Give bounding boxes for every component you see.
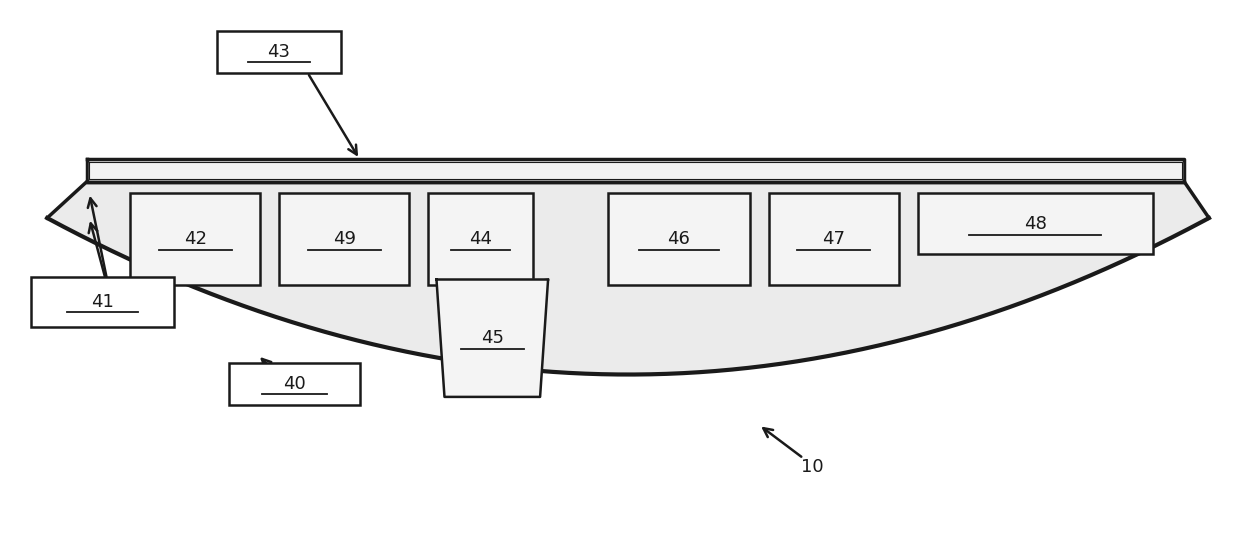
Bar xyxy=(608,193,750,285)
Text: 44: 44 xyxy=(469,230,492,248)
Bar xyxy=(31,277,174,327)
Text: 48: 48 xyxy=(1024,215,1047,233)
Text: 42: 42 xyxy=(184,230,207,248)
Bar xyxy=(130,193,260,285)
Bar xyxy=(428,193,533,285)
Text: 10: 10 xyxy=(801,458,823,476)
Text: 40: 40 xyxy=(283,375,306,394)
Text: 43: 43 xyxy=(268,42,290,61)
Text: 47: 47 xyxy=(822,230,846,248)
Bar xyxy=(918,193,1153,254)
Bar xyxy=(229,363,360,405)
Bar xyxy=(279,193,409,285)
Bar xyxy=(217,31,341,73)
Text: 41: 41 xyxy=(91,293,114,311)
Text: 45: 45 xyxy=(481,329,503,347)
Bar xyxy=(769,193,899,285)
Polygon shape xyxy=(89,162,1182,179)
Text: 49: 49 xyxy=(332,230,356,248)
Text: 46: 46 xyxy=(667,230,691,248)
Polygon shape xyxy=(87,159,1184,182)
Polygon shape xyxy=(436,280,548,397)
Polygon shape xyxy=(47,182,1209,375)
